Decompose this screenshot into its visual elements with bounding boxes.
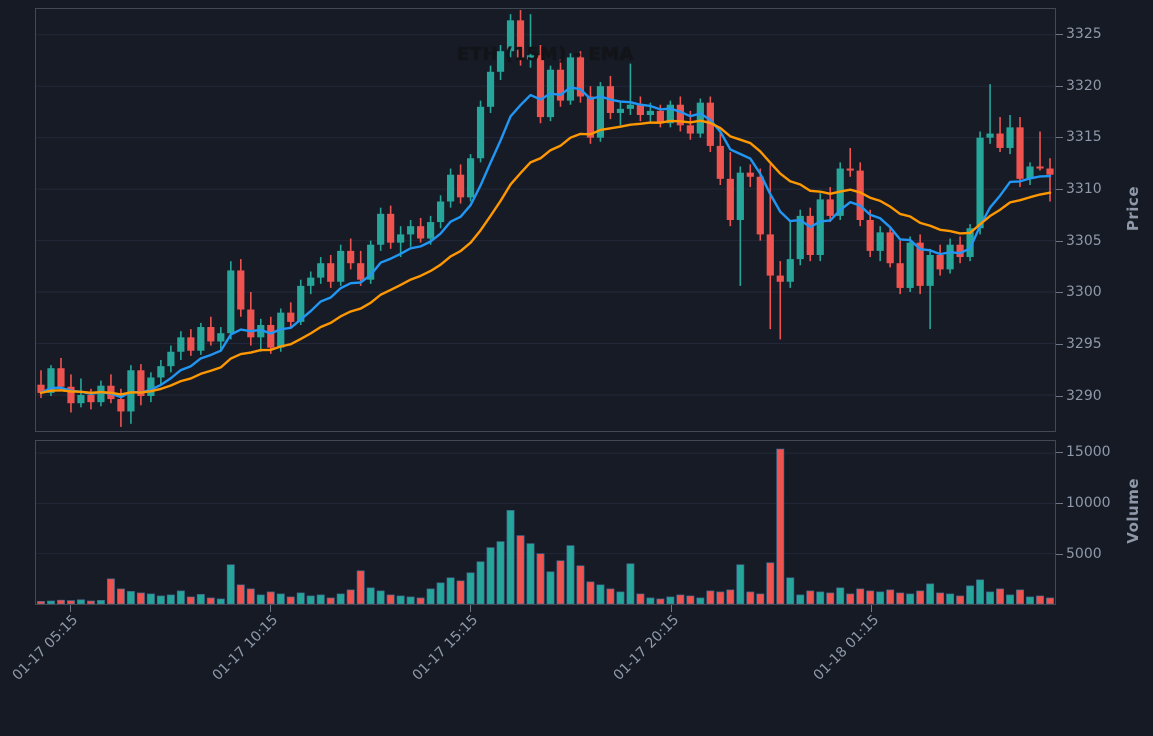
price-plot [36, 10, 1055, 427]
price-tick-mark [1056, 240, 1063, 242]
volume-tick-label: 10000 [1066, 495, 1111, 512]
volume-tick-mark [1056, 503, 1063, 505]
x-tick-mark [470, 605, 472, 612]
price-panel [35, 8, 1056, 432]
price-tick-mark [1056, 188, 1063, 190]
price-tick-mark [1056, 33, 1063, 35]
x-tick-mark [70, 605, 72, 612]
volume-tick-mark [1056, 554, 1063, 556]
price-tick-label: 3325 [1066, 25, 1102, 42]
price-tick-mark [1056, 395, 1063, 397]
x-tick-mark [870, 605, 872, 612]
x-tick-mark [270, 605, 272, 612]
price-tick-mark [1056, 85, 1063, 87]
price-tick-mark [1056, 137, 1063, 139]
chart-root: ETH (15M) - EMA 3290 3295 3300 3305 3310 3315… [9, 8, 1142, 684]
price-tick-label: 3300 [1066, 284, 1102, 301]
x-tick-label: 01-17 20:15 [610, 612, 682, 684]
price-tick-mark [1056, 344, 1063, 346]
price-tick-mark [1056, 292, 1063, 294]
price-tick-label: 3295 [1066, 336, 1102, 353]
x-tick-label: 01-17 15:15 [409, 612, 482, 684]
price-tick-label: 3305 [1066, 232, 1102, 249]
price-tick-label: 3310 [1066, 180, 1102, 197]
price-tick-label: 3290 [1066, 387, 1102, 404]
volume-panel [35, 440, 1056, 605]
price-tick-label: 3315 [1066, 129, 1102, 146]
volume-tick-label: 15000 [1066, 444, 1111, 461]
volume-tick-mark [1056, 452, 1063, 454]
volume-plot [36, 448, 1055, 604]
x-tick-label: 01-18 01:15 [810, 612, 883, 684]
volume-tick-label: 5000 [1066, 546, 1102, 563]
volume-axis-label: Volume [1124, 478, 1142, 544]
x-tick-label: 01-17 10:15 [209, 612, 282, 684]
x-tick-mark [670, 605, 672, 612]
price-axis-label: Price [1124, 186, 1142, 232]
x-tick-label: 01-17 05:15 [9, 612, 82, 684]
price-tick-label: 3320 [1066, 77, 1102, 94]
